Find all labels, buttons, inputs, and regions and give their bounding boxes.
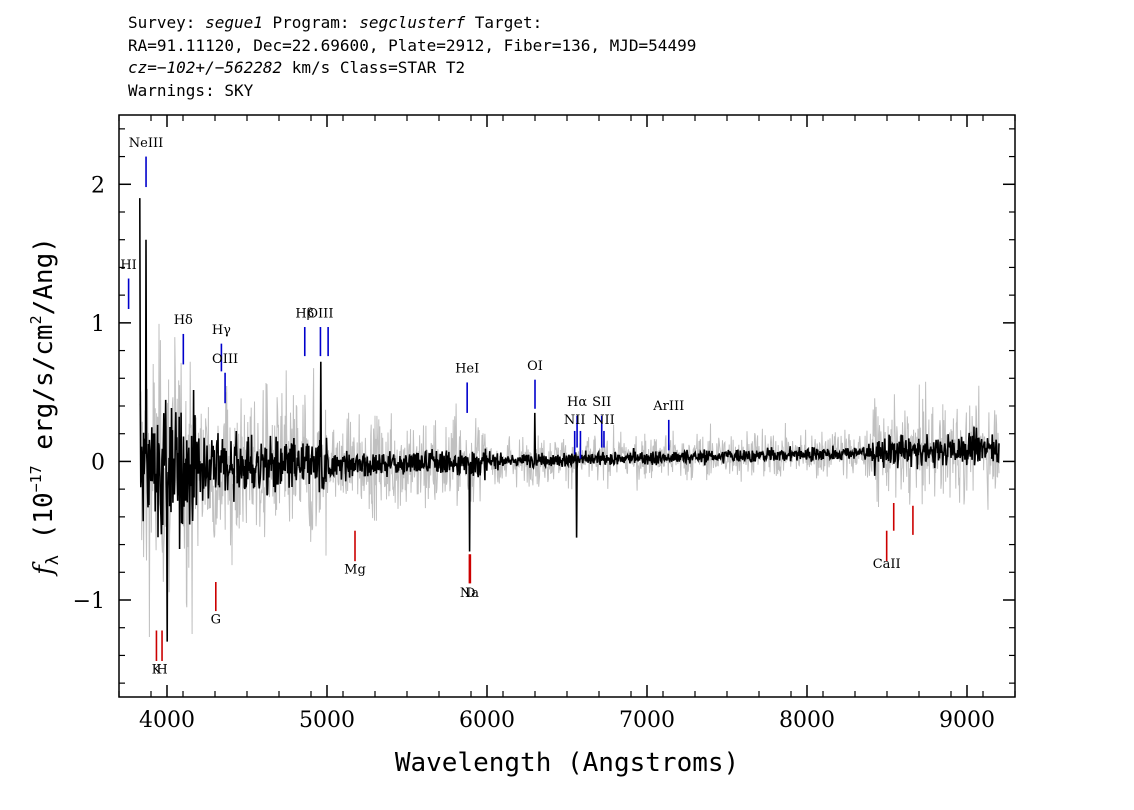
- x-tick-label: 7000: [619, 708, 675, 733]
- header-line-survey: Survey: segue1 Program: segclusterf Targ…: [128, 12, 696, 35]
- y-axis-exponent-2: 2: [27, 315, 45, 324]
- target-label: Target:: [465, 13, 543, 32]
- y-axis-exponent: −17: [27, 465, 45, 492]
- axis-ticks: 4000 5000 6000 7000 8000 9000 −1 0 1 2: [73, 115, 1016, 733]
- absorption-line-label: K: [152, 662, 162, 677]
- absorption-line-label: D: [465, 586, 475, 601]
- x-tick-label: 6000: [459, 708, 515, 733]
- emission-line-label: OI: [527, 359, 543, 374]
- emission-line-label: HeI: [455, 362, 479, 377]
- emission-line-label: Hγ: [212, 323, 231, 338]
- spectrum-header: Survey: segue1 Program: segclusterf Targ…: [128, 12, 696, 102]
- emission-line-label: Hα: [567, 395, 587, 410]
- y-axis-units-mid: erg/s/cm: [29, 324, 59, 465]
- absorption-line-label: G: [211, 613, 221, 628]
- survey-label: Survey:: [128, 13, 206, 32]
- y-tick-label: 2: [91, 173, 105, 198]
- emission-line-label: OIII: [212, 352, 238, 367]
- emission-line-label: NII: [564, 413, 586, 428]
- y-tick-label: −1: [73, 589, 105, 614]
- emission-line-label: SII: [592, 395, 611, 410]
- x-axis-title: Wavelength (Angstroms): [395, 748, 739, 778]
- emission-line-label: Hβ: [295, 306, 314, 321]
- cz-value: cz=−102+/−562282: [128, 58, 283, 77]
- noise-trace: [139, 323, 1000, 638]
- y-tick-label: 1: [91, 312, 105, 337]
- emission-line-label: HI: [120, 258, 136, 273]
- class-value: km/s Class=STAR T2: [282, 58, 466, 77]
- header-line-coordinates: RA=91.11120, Dec=22.69600, Plate=2912, F…: [128, 35, 697, 55]
- emission-line-label: Hδ: [174, 313, 193, 328]
- emission-line-label: NII: [593, 413, 615, 428]
- y-axis-title: fλ (10−17 erg/s/cm2/Ang): [27, 237, 63, 577]
- header-line-redshift: cz=−102+/−562282 km/s Class=STAR T2: [128, 57, 696, 80]
- noise-series: [139, 323, 1000, 638]
- emission-line-label: OIII: [307, 306, 333, 321]
- program-label: Program:: [262, 13, 360, 32]
- program-value: segclusterf: [359, 13, 466, 32]
- x-tick-label: 5000: [299, 708, 355, 733]
- flux-series: [139, 198, 1000, 642]
- absorption-line-label: H: [156, 662, 167, 677]
- emission-line-label: NeIII: [129, 136, 163, 151]
- emission-line-label: ArIII: [652, 399, 684, 414]
- x-tick-label: 4000: [139, 708, 195, 733]
- x-tick-label: 8000: [779, 708, 835, 733]
- y-axis-units-end: /Ang): [29, 237, 59, 315]
- survey-value: segue1: [205, 13, 263, 32]
- x-tick-label: 9000: [939, 708, 995, 733]
- absorption-line-label: CaII: [873, 557, 901, 572]
- header-line-warnings: Warnings: SKY: [128, 80, 254, 100]
- absorption-line-label: Na: [460, 586, 479, 601]
- y-axis-units: (10: [29, 492, 59, 555]
- y-tick-label: 0: [91, 450, 105, 475]
- flux-trace: [139, 198, 1000, 642]
- absorption-line-label: Mg: [344, 563, 366, 578]
- y-axis-symbol-sub: λ: [43, 555, 63, 565]
